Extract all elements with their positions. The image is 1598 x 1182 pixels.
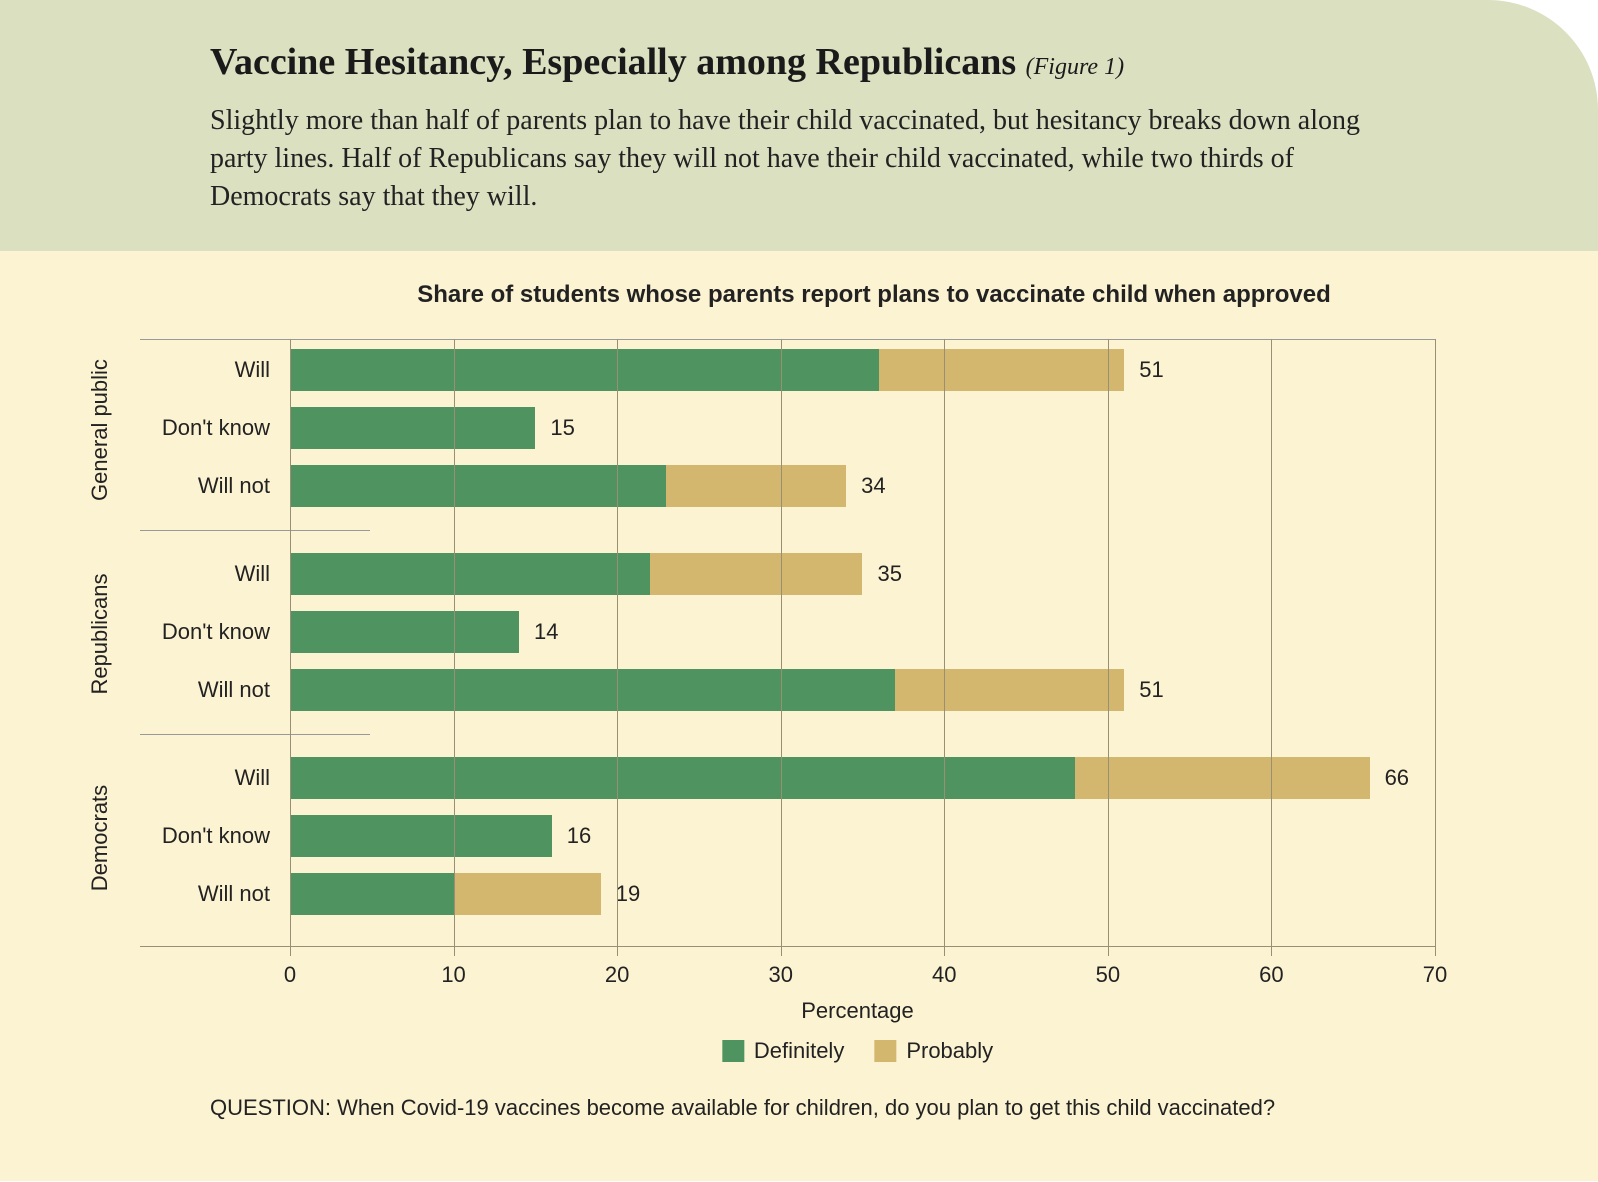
group-label: Democrats — [87, 748, 113, 928]
bar: 66 — [290, 757, 1370, 799]
figure-title-main: Vaccine Hesitancy, Especially among Repu… — [210, 41, 1016, 83]
bar-segment-probably — [879, 349, 1124, 391]
gridline — [617, 339, 618, 956]
bar: 15 — [290, 407, 535, 449]
legend-label: Definitely — [754, 1038, 844, 1064]
bar: 51 — [290, 349, 1124, 391]
bar-segment-probably — [650, 553, 863, 595]
x-tick-label: 30 — [768, 962, 792, 988]
bar-segment-definitely — [290, 553, 650, 595]
bar: 14 — [290, 611, 519, 653]
bar-segment-definitely — [290, 815, 552, 857]
bar: 19 — [290, 873, 601, 915]
bar-value-label: 51 — [1139, 677, 1163, 703]
bar-segment-definitely — [290, 465, 666, 507]
figure-number: (Figure 1) — [1026, 54, 1124, 80]
x-tick-label: 70 — [1423, 962, 1447, 988]
bar: 51 — [290, 669, 1124, 711]
bar-segment-definitely — [290, 407, 535, 449]
bar-value-label: 16 — [567, 823, 591, 849]
x-axis-line — [140, 946, 1435, 947]
bar-segment-definitely — [290, 757, 1075, 799]
bar-segment-definitely — [290, 349, 879, 391]
figure-subtitle: Slightly more than half of parents plan … — [210, 102, 1388, 215]
bar-value-label: 15 — [550, 415, 574, 441]
gridline — [1271, 339, 1272, 956]
gridline — [1435, 339, 1436, 956]
bar-value-label: 35 — [878, 561, 902, 587]
group-divider — [140, 339, 1435, 340]
group-label: Republicans — [87, 544, 113, 724]
plot-area: Will51Don't know15Will not34Will35Don't … — [65, 329, 1538, 996]
bar-segment-probably — [1075, 757, 1369, 799]
bar-segment-definitely — [290, 611, 519, 653]
chart-legend: Definitely Probably — [722, 1038, 993, 1064]
legend-label: Probably — [906, 1038, 993, 1064]
legend-item: Definitely — [722, 1038, 844, 1064]
x-tick-label: 20 — [605, 962, 629, 988]
x-tick-label: 50 — [1096, 962, 1120, 988]
figure-header: Vaccine Hesitancy, Especially among Repu… — [0, 0, 1598, 251]
bar-value-label: 14 — [534, 619, 558, 645]
group-divider — [140, 734, 370, 735]
bar-segment-definitely — [290, 669, 895, 711]
bar-value-label: 66 — [1385, 765, 1409, 791]
x-tick-label: 40 — [932, 962, 956, 988]
bar-value-label: 51 — [1139, 357, 1163, 383]
figure-container: Vaccine Hesitancy, Especially among Repu… — [0, 0, 1598, 1182]
legend-item: Probably — [874, 1038, 993, 1064]
gridline — [454, 339, 455, 956]
bar-segment-probably — [895, 669, 1124, 711]
bar-segment-probably — [454, 873, 601, 915]
x-axis-label: Percentage — [801, 998, 914, 1024]
figure-title: Vaccine Hesitancy, Especially among Repu… — [210, 40, 1388, 84]
legend-swatch — [874, 1040, 896, 1062]
bar: 34 — [290, 465, 846, 507]
x-tick-label: 0 — [284, 962, 296, 988]
gridline — [944, 339, 945, 956]
bar-segment-probably — [666, 465, 846, 507]
gridline — [781, 339, 782, 956]
group-divider — [140, 530, 370, 531]
gridline — [290, 339, 291, 956]
chart-area: Share of students whose parents report p… — [0, 251, 1598, 1181]
gridline — [1108, 339, 1109, 956]
bar-value-label: 34 — [861, 473, 885, 499]
x-tick-label: 60 — [1259, 962, 1283, 988]
x-tick-label: 10 — [441, 962, 465, 988]
group-label: General public — [87, 340, 113, 520]
chart-title: Share of students whose parents report p… — [210, 281, 1538, 309]
bar: 16 — [290, 815, 552, 857]
bar: 35 — [290, 553, 862, 595]
bar-value-label: 19 — [616, 881, 640, 907]
legend-swatch — [722, 1040, 744, 1062]
bar-segment-definitely — [290, 873, 454, 915]
survey-question: QUESTION: When Covid-19 vaccines become … — [210, 1093, 1338, 1123]
